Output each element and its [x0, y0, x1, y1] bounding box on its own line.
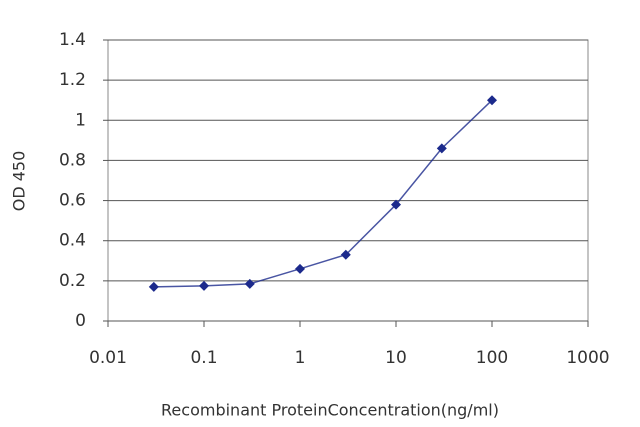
plot-frame [107, 39, 589, 322]
x-axis-title: Recombinant ProteinConcentration(ng/ml) [161, 401, 499, 420]
x-tick-label: 0.1 [190, 348, 217, 368]
data-point [244, 278, 255, 289]
series-line [153, 99, 493, 288]
data-point [148, 281, 159, 292]
x-tick-label: 1000 [566, 348, 609, 368]
data-point [199, 280, 209, 291]
y-axis-title: OD 450 [10, 151, 29, 212]
data-point [340, 249, 351, 260]
y-tick-label: 0.8 [59, 150, 86, 170]
data-point [436, 143, 447, 154]
x-tick-label: 1 [295, 348, 306, 368]
y-tick-label: 0.4 [59, 231, 86, 251]
y-tick-label: 0.2 [59, 271, 86, 291]
y-tick-label: 1.2 [59, 70, 86, 90]
data-point [487, 95, 497, 106]
y-tick-label: 1.4 [59, 30, 86, 50]
data-point [391, 199, 401, 210]
y-tick-label: 0.6 [59, 191, 86, 211]
x-tick-label: 100 [476, 348, 508, 368]
y-tick-label: 0 [75, 311, 86, 331]
y-tick-label: 1 [75, 110, 86, 130]
x-tick-label: 10 [385, 348, 407, 368]
data-point [295, 263, 305, 274]
x-tick-label: 0.01 [89, 348, 127, 368]
